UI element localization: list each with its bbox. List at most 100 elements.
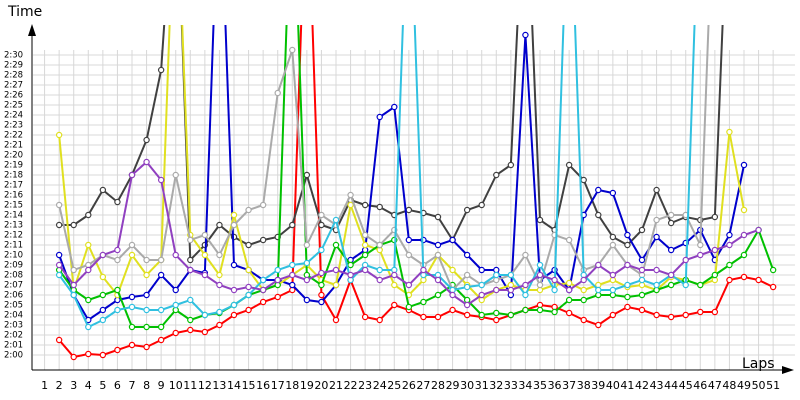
lap-point <box>405 281 413 289</box>
y-tick-label: 2:09 <box>4 261 23 271</box>
lap-point <box>157 256 165 264</box>
lap-point <box>449 266 456 274</box>
y-tick-label: 2:07 <box>4 281 23 291</box>
lap-point <box>391 281 398 289</box>
x-tick-label: 42 <box>635 379 649 392</box>
lap-point <box>463 301 471 309</box>
lap-point <box>609 286 617 294</box>
lap-point <box>259 276 267 284</box>
lap-point <box>682 281 689 289</box>
lap-point <box>274 293 281 301</box>
x-tick-label: 45 <box>679 379 693 392</box>
lap-point <box>230 211 238 219</box>
lap-point <box>216 251 223 259</box>
lap-point <box>361 231 369 239</box>
lap-point <box>70 353 77 361</box>
lap-point <box>434 251 442 259</box>
lap-point <box>667 281 675 289</box>
lap-point <box>187 316 194 324</box>
lap-point <box>697 251 704 259</box>
lap-point <box>128 341 136 349</box>
lap-point <box>85 241 92 249</box>
lap-point <box>55 251 63 259</box>
lap-point <box>726 276 733 284</box>
y-tick-label: 2:19 <box>4 161 23 171</box>
lap-point <box>507 161 515 169</box>
x-tick-label: 21 <box>329 379 343 392</box>
lap-point <box>318 221 325 229</box>
x-tick-label: 41 <box>620 379 634 392</box>
lap-point <box>85 266 92 274</box>
lap-point <box>565 236 573 244</box>
lap-point <box>449 291 456 299</box>
lap-point <box>595 286 602 294</box>
lap-point <box>667 271 675 279</box>
y-tick-label: 2:01 <box>4 341 23 351</box>
lap-point <box>711 213 719 221</box>
lap-point <box>769 266 777 274</box>
lap-point <box>507 286 515 294</box>
y-tick-label: 2:00 <box>4 351 23 361</box>
y-tick-label: 2:08 <box>4 271 23 281</box>
x-tick-label: 11 <box>183 379 197 392</box>
y-tick-label: 2:16 <box>4 191 23 201</box>
lap-point <box>114 346 121 354</box>
lap-point <box>172 251 179 259</box>
lap-point <box>128 293 136 301</box>
lap-point <box>85 211 92 219</box>
x-tick-label: 40 <box>606 379 620 392</box>
lap-point <box>522 291 529 299</box>
lap-point <box>70 221 77 229</box>
lap-point <box>595 186 602 194</box>
lap-point <box>711 271 719 279</box>
lap-point <box>653 233 660 241</box>
lap-point <box>347 271 354 279</box>
y-tick-label: 2:14 <box>4 211 23 221</box>
lap-point <box>682 256 689 264</box>
lap-point <box>376 241 383 249</box>
lap-point <box>157 176 165 184</box>
lap-point <box>507 311 515 319</box>
y-tick-label: 2:21 <box>4 141 23 151</box>
x-tick-label: 9 <box>158 379 165 392</box>
lap-point <box>434 276 442 284</box>
lap-point <box>318 281 325 289</box>
y-tick-label: 2:05 <box>4 301 23 311</box>
lap-point <box>463 311 471 319</box>
lap-point <box>303 296 311 304</box>
lap-point <box>99 306 107 314</box>
x-tick-label: 1 <box>41 379 48 392</box>
lap-point <box>638 226 646 234</box>
lap-point <box>405 206 413 214</box>
lap-point <box>201 328 209 336</box>
lap-point <box>405 251 413 259</box>
lap-point <box>478 281 485 289</box>
x-tick-label: 43 <box>650 379 664 392</box>
grid <box>33 50 795 370</box>
lap-point <box>769 283 777 291</box>
lap-point <box>755 226 762 234</box>
lap-point <box>143 271 150 279</box>
lap-point <box>755 276 762 284</box>
lap-point <box>478 311 485 319</box>
lap-point <box>609 233 617 241</box>
lap-point <box>682 311 689 319</box>
lap-point <box>580 296 587 304</box>
lap-point <box>595 211 602 219</box>
lap-point <box>187 236 194 244</box>
lap-point <box>697 241 704 249</box>
lap-point <box>434 241 442 249</box>
lap-point <box>463 271 471 279</box>
x-axis-arrow <box>782 366 794 374</box>
lap-point <box>245 266 252 274</box>
lap-point <box>624 241 631 249</box>
lap-point <box>143 343 150 351</box>
x-tick-label: 35 <box>533 379 547 392</box>
lap-point <box>595 321 602 329</box>
lap-point <box>667 246 675 254</box>
lap-point <box>157 271 165 279</box>
y-tick-label: 2:29 <box>4 61 23 71</box>
y-tick-label: 2:22 <box>4 131 23 141</box>
x-tick-label: 24 <box>373 379 387 392</box>
